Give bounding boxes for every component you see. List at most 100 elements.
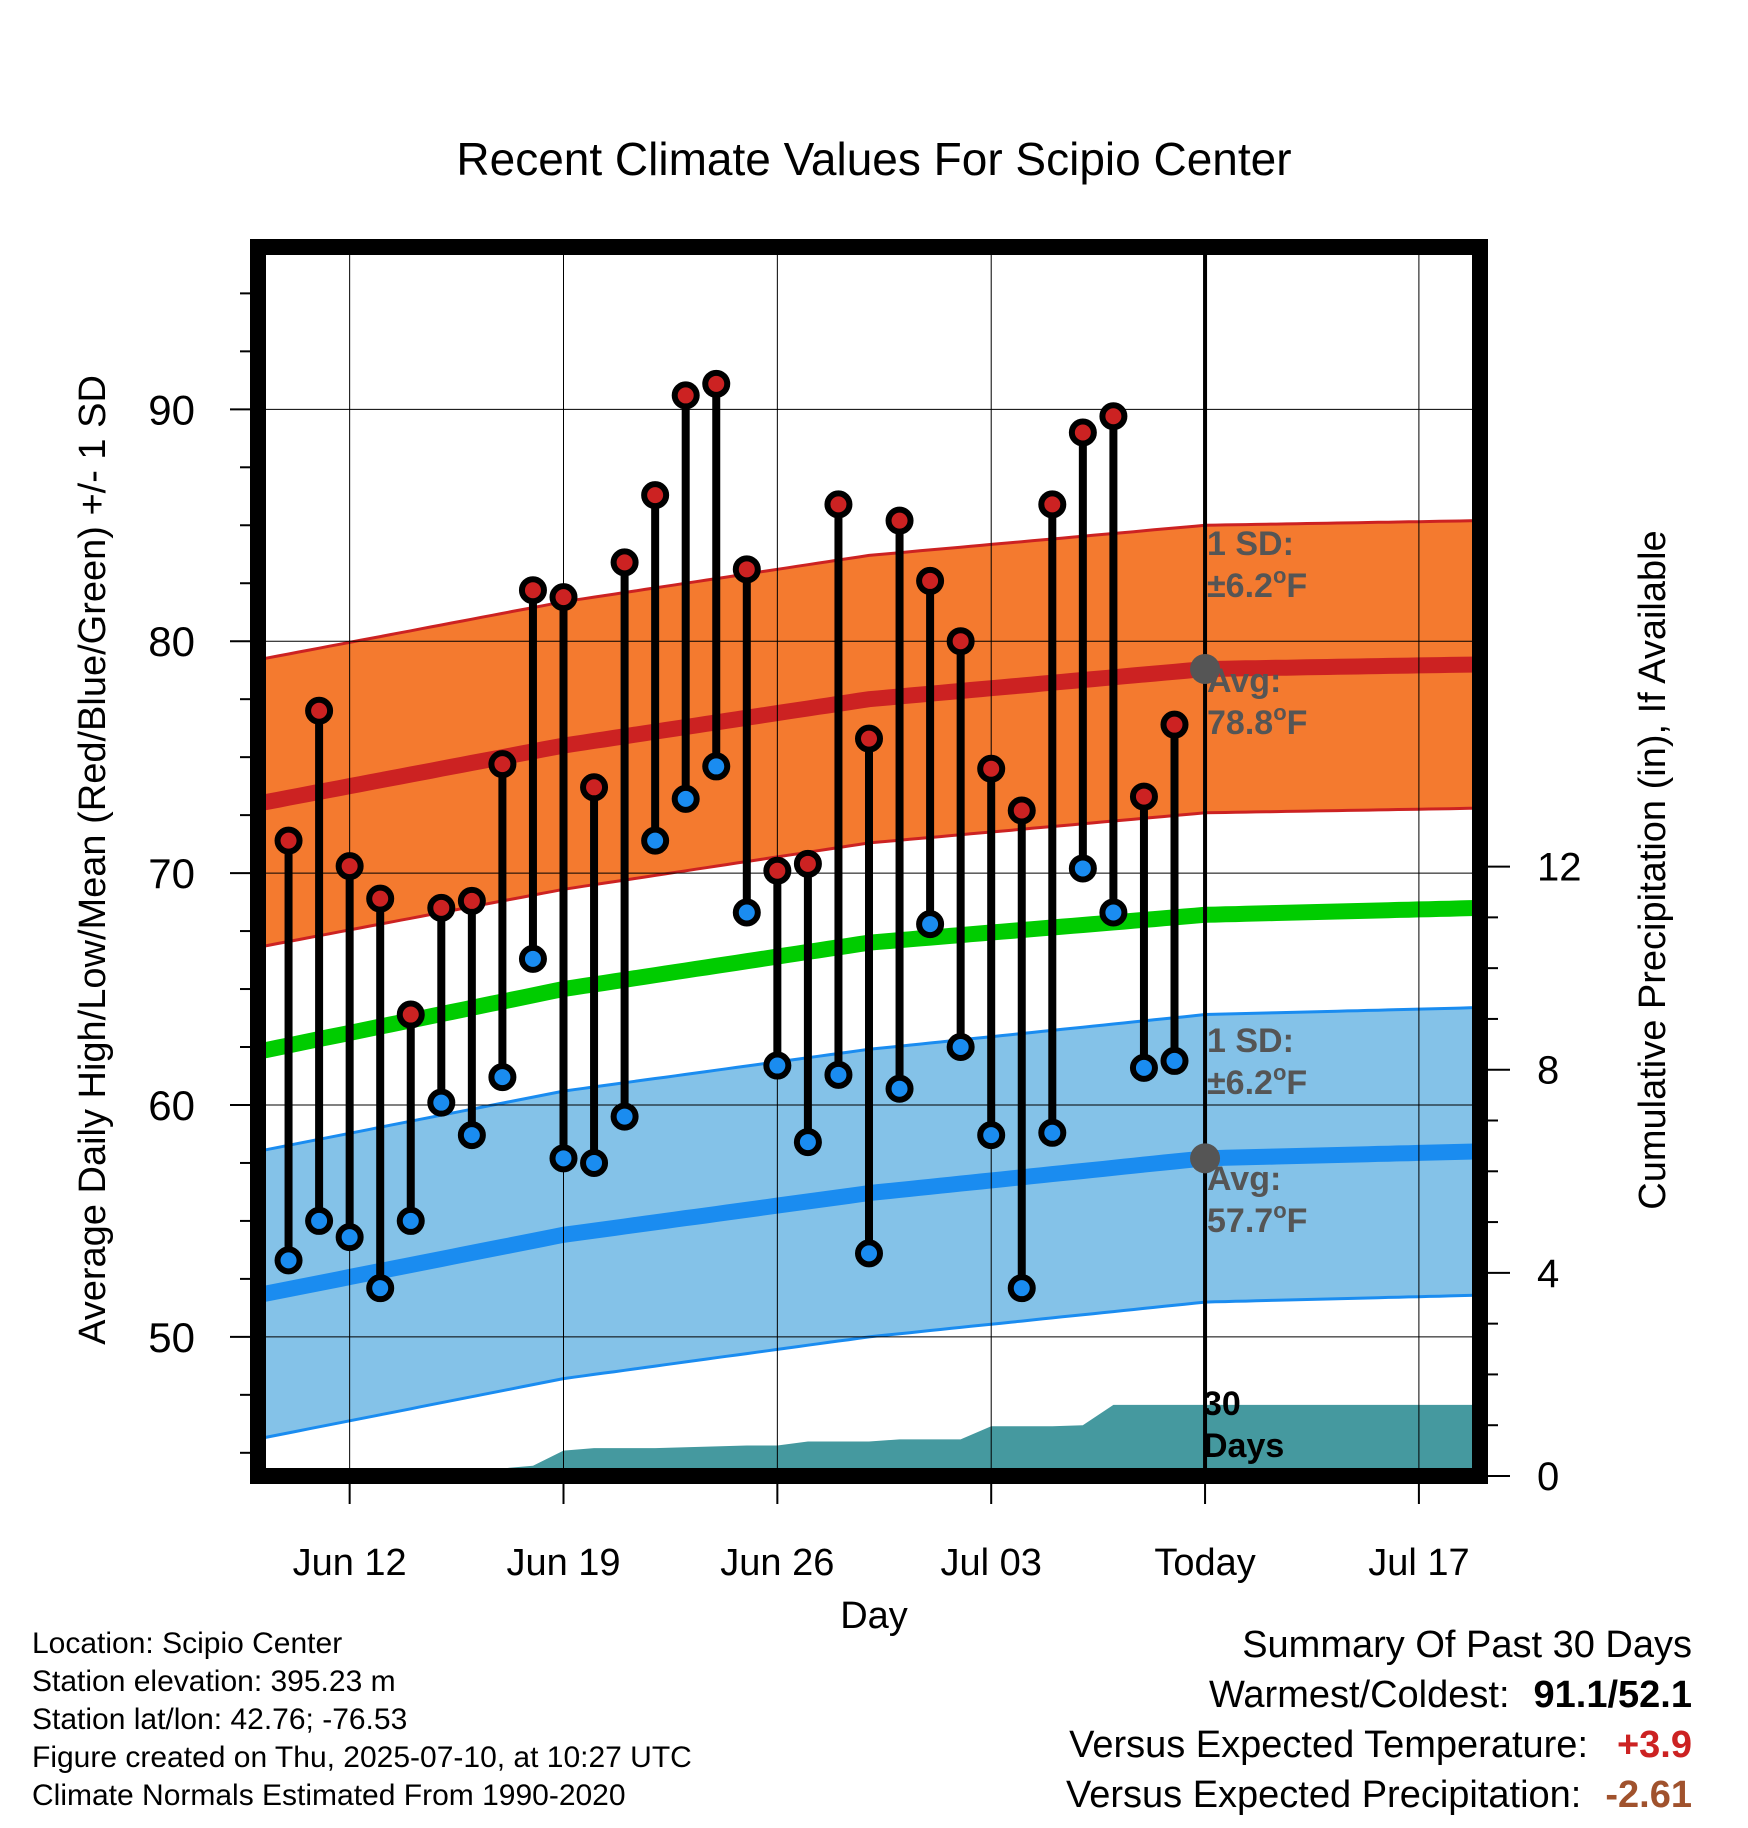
low-point bbox=[1038, 1118, 1067, 1147]
high-sd-annotation: 1 SD: ±6.2oF bbox=[1207, 525, 1307, 605]
x-tick-label: Today bbox=[1154, 1542, 1255, 1584]
precip-label: Versus Expected Precipitation: bbox=[1065, 1774, 1582, 1816]
low-point bbox=[1007, 1274, 1036, 1303]
y-tick-label: 50 bbox=[148, 1314, 195, 1361]
high-point bbox=[610, 548, 639, 577]
high-point bbox=[824, 490, 853, 519]
y-tick-label: 80 bbox=[148, 618, 195, 665]
low-avg-annotation-degree: o bbox=[1273, 1198, 1286, 1223]
low-point bbox=[1068, 854, 1097, 883]
info-created: Figure created on Thu, 2025-07-10, at 10… bbox=[32, 1741, 692, 1774]
info-latlon: Station lat/lon: 42.76; -76.53 bbox=[32, 1703, 408, 1736]
y-tick-label: 60 bbox=[148, 1082, 195, 1129]
low-avg-annotation-line: 57.7 bbox=[1207, 1202, 1273, 1240]
low-point bbox=[518, 944, 547, 973]
low-point bbox=[916, 910, 945, 939]
info-elevation: Station elevation: 395.23 m bbox=[32, 1665, 396, 1698]
high-sd-upper-edge bbox=[258, 519, 1480, 662]
low-point bbox=[610, 1102, 639, 1131]
high-sd-annotation-line: 1 SD: bbox=[1207, 525, 1294, 563]
high-sd-annotation-degree: o bbox=[1273, 563, 1286, 588]
low-point bbox=[427, 1088, 456, 1117]
low-point bbox=[396, 1206, 425, 1235]
high-point bbox=[855, 724, 883, 753]
plot-frame bbox=[250, 239, 1488, 1484]
high-avg-annotation-line: Avg: bbox=[1207, 662, 1281, 700]
high-point bbox=[977, 754, 1006, 783]
summary-precip: Versus Expected Precipitation: -2.61 bbox=[1066, 1770, 1692, 1820]
low-sd-annotation-line: 1 SD: bbox=[1207, 1022, 1294, 1060]
days-annotation-line: Days bbox=[1203, 1427, 1284, 1465]
y-tick-label: 90 bbox=[148, 386, 195, 433]
low-sd-annotation-degree: o bbox=[1273, 1060, 1286, 1085]
chart-title: Recent Climate Values For Scipio Center bbox=[456, 133, 1291, 185]
high-point bbox=[702, 369, 731, 398]
days-annotation: 30 Days bbox=[1203, 1385, 1284, 1465]
low-point bbox=[580, 1148, 609, 1177]
low-point bbox=[1160, 1046, 1189, 1075]
high-point bbox=[518, 576, 547, 605]
high-avg-annotation: Avg: 78.8oF bbox=[1207, 662, 1307, 742]
high-avg-annotation-line: 78.8 bbox=[1207, 704, 1273, 742]
high-sd-annotation-unit: F bbox=[1286, 567, 1307, 605]
low-point bbox=[335, 1223, 364, 1252]
low-avg-annotation: Avg: 57.7oF bbox=[1207, 1160, 1307, 1240]
x-tick-label: Jul 17 bbox=[1368, 1542, 1469, 1584]
low-point bbox=[1129, 1053, 1158, 1082]
temp-value: +3.9 bbox=[1616, 1724, 1692, 1766]
high-point bbox=[1038, 490, 1067, 519]
high-point bbox=[671, 381, 700, 410]
y2-axis-label: Cumulative Precipitation (in), If Availa… bbox=[1632, 530, 1674, 1209]
low-point bbox=[366, 1274, 395, 1303]
low-point bbox=[274, 1246, 303, 1275]
y2-tick-label: 8 bbox=[1537, 1049, 1559, 1093]
summary-panel: Summary Of Past 30 Days Warmest/Coldest:… bbox=[1066, 1620, 1692, 1820]
high-point bbox=[1099, 402, 1128, 431]
low-point bbox=[488, 1063, 517, 1092]
y2-tick-label: 0 bbox=[1537, 1455, 1559, 1499]
summary-temp: Versus Expected Temperature: +3.9 bbox=[1066, 1720, 1692, 1770]
high-point bbox=[916, 566, 945, 595]
days-annotation-line: 30 bbox=[1203, 1385, 1241, 1423]
high-point bbox=[1068, 418, 1097, 447]
high-point bbox=[396, 1000, 425, 1029]
high-point bbox=[457, 886, 486, 915]
high-point bbox=[946, 627, 975, 656]
y-tick-label: 70 bbox=[148, 850, 195, 897]
y-axis-label: Average Daily High/Low/Mean (Red/Blue/Gr… bbox=[72, 375, 114, 1345]
low-point bbox=[305, 1206, 334, 1235]
low-point bbox=[641, 826, 670, 855]
low-point bbox=[824, 1060, 853, 1089]
low-point bbox=[671, 784, 700, 813]
low-point bbox=[977, 1121, 1006, 1150]
precip-value: -2.61 bbox=[1605, 1774, 1692, 1816]
low-point bbox=[855, 1239, 883, 1268]
high-point bbox=[580, 773, 609, 802]
low-point bbox=[763, 1051, 792, 1080]
today-low-avg-marker bbox=[1190, 1143, 1221, 1174]
x-tick-label: Jul 03 bbox=[940, 1542, 1041, 1584]
summary-warm-cold: Warmest/Coldest: 91.1/52.1 bbox=[1066, 1670, 1692, 1720]
low-sd-annotation-unit: F bbox=[1286, 1064, 1307, 1102]
station-info: Location: Scipio Center Station elevatio… bbox=[32, 1625, 692, 1815]
y2-tick-label: 4 bbox=[1537, 1252, 1559, 1296]
high-avg-annotation-degree: o bbox=[1273, 700, 1286, 725]
low-point bbox=[732, 898, 761, 927]
warm-cold-label: Warmest/Coldest: bbox=[1208, 1674, 1510, 1716]
x-tick-label: Jun 12 bbox=[293, 1542, 407, 1584]
high-point bbox=[1160, 710, 1189, 739]
low-sd-annotation-line: ±6.2 bbox=[1207, 1064, 1273, 1102]
x-axis-label: Day bbox=[840, 1595, 908, 1637]
high-point bbox=[274, 826, 303, 855]
low-point bbox=[1099, 898, 1128, 927]
info-location: Location: Scipio Center bbox=[32, 1627, 343, 1660]
high-point bbox=[885, 506, 914, 535]
y2-tick-label: 12 bbox=[1537, 846, 1582, 890]
high-point bbox=[335, 852, 364, 881]
precip-area bbox=[258, 1404, 1480, 1476]
temp-label: Versus Expected Temperature: bbox=[1069, 1724, 1588, 1766]
x-tick-label: Jun 19 bbox=[506, 1542, 620, 1584]
high-point bbox=[1007, 796, 1036, 825]
